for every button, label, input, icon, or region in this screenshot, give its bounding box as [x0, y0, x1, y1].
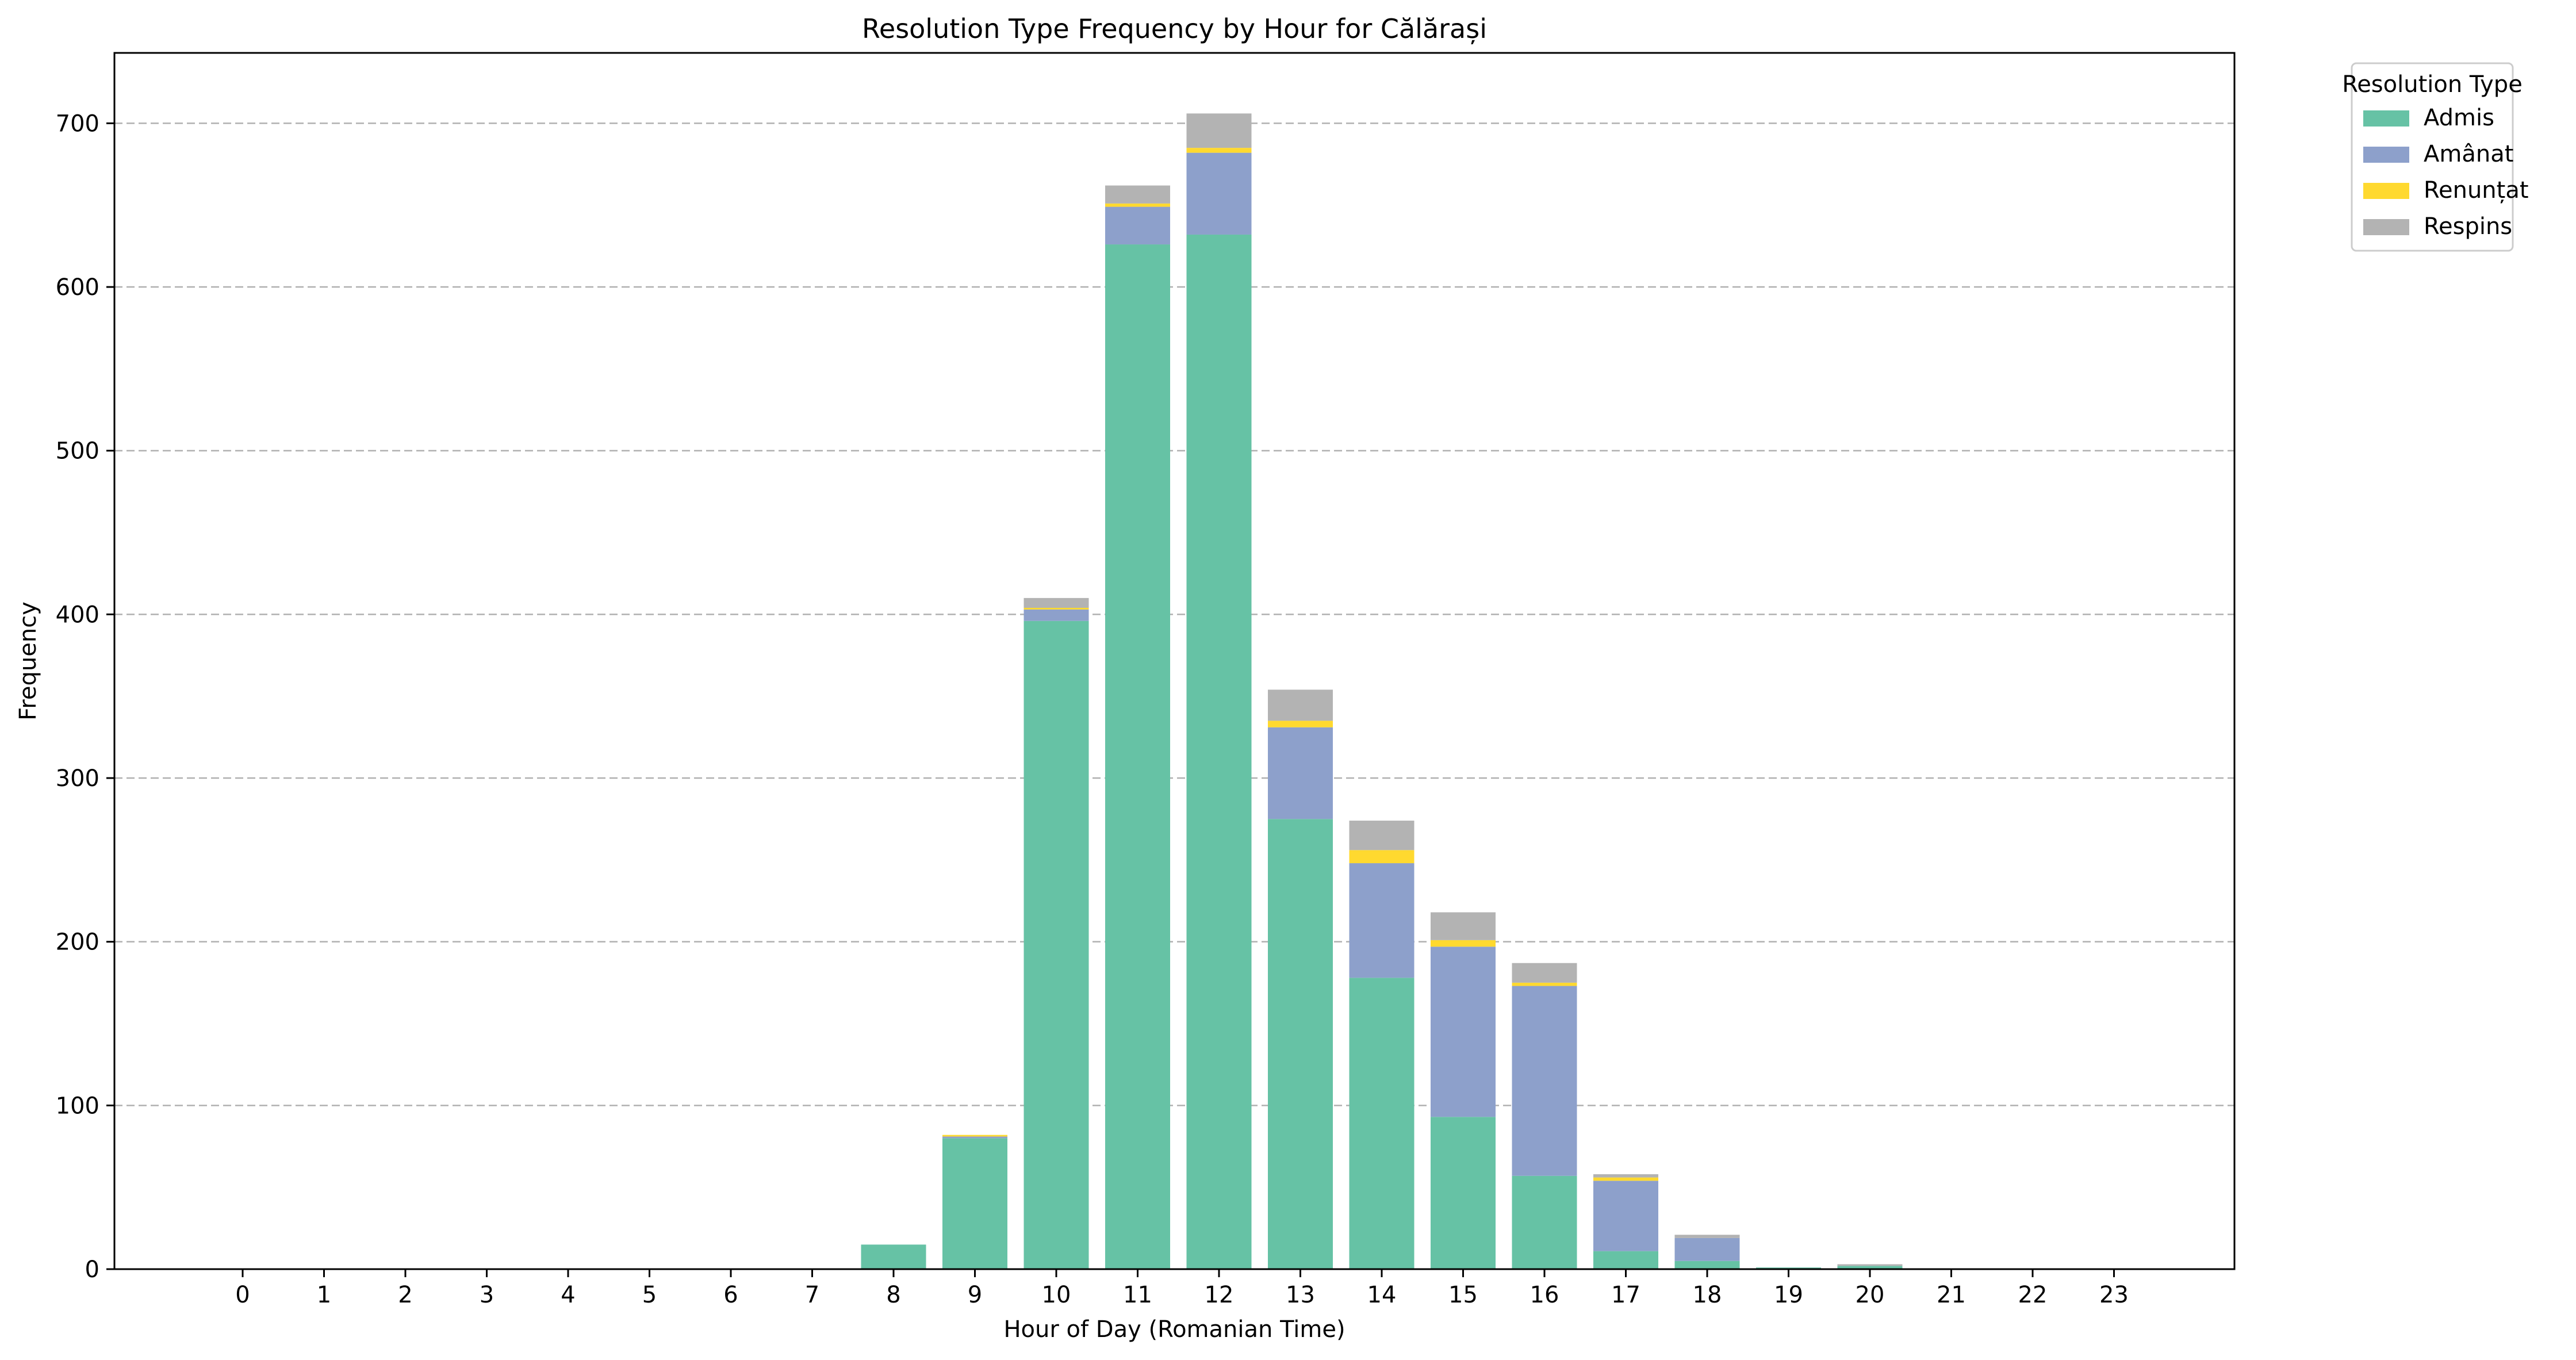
bar-segment-amânat [1023, 609, 1089, 621]
bar-segment-admis [1837, 1266, 1903, 1269]
bar-segment-respins [1512, 963, 1577, 983]
plot-frame [113, 52, 2236, 1270]
x-tick-label: 14 [1367, 1282, 1397, 1308]
bar-segment-amânat [1268, 727, 1333, 819]
bar-segment-renunțat [1268, 721, 1333, 727]
y-tick-label: 400 [56, 602, 99, 628]
x-tick-label: 15 [1448, 1282, 1478, 1308]
bar-segment-renunțat [1186, 148, 1252, 153]
x-axis-label: Hour of Day (Romanian Time) [1003, 1316, 1345, 1343]
bar-segment-admis [1105, 244, 1170, 1269]
x-tick-label: 9 [968, 1282, 982, 1308]
x-tick-label: 3 [480, 1282, 494, 1308]
bar-segment-renunțat [1593, 1177, 1658, 1181]
bar-segment-admis [1674, 1261, 1740, 1269]
bar-segment-admis [1512, 1175, 1577, 1269]
x-tick-label: 8 [886, 1282, 900, 1308]
legend-swatch-renunțat [2363, 183, 2409, 199]
bar-segment-renunțat [942, 1135, 1007, 1137]
y-tick-label: 600 [56, 274, 99, 301]
x-tick-label: 11 [1123, 1282, 1152, 1308]
bar-segment-amânat [942, 1136, 1007, 1139]
legend-box [2351, 62, 2514, 252]
bar-segment-amânat [1431, 947, 1496, 1117]
bar-segment-admis [1186, 234, 1252, 1270]
y-tick-label: 300 [56, 765, 99, 792]
y-tick-label: 700 [56, 110, 99, 137]
x-tick-label: 12 [1205, 1282, 1234, 1308]
bar-segment-respins [1674, 1235, 1740, 1238]
legend-title: Resolution Type [2342, 71, 2523, 98]
x-tick-label: 1 [317, 1282, 331, 1308]
x-tick-label: 6 [723, 1282, 738, 1308]
gridlines [114, 122, 2234, 1106]
x-tick-label: 17 [1611, 1282, 1640, 1308]
legend-label-respins: Respins [2424, 213, 2512, 240]
bar-segment-respins [1023, 597, 1089, 608]
bar-segment-admis [1593, 1251, 1658, 1269]
legend-label-amânat: Amânat [2424, 141, 2513, 167]
bar-segment-amânat [1512, 986, 1577, 1176]
x-tick-label: 19 [1774, 1282, 1803, 1308]
x-tick-label: 2 [398, 1282, 412, 1308]
bar-segment-respins [1105, 185, 1170, 204]
x-tick-label: 4 [561, 1282, 575, 1308]
legend-swatch-respins [2363, 219, 2409, 235]
legend-swatch-amânat [2363, 147, 2409, 163]
x-tick-label: 0 [235, 1282, 250, 1308]
bar-segment-amânat [1593, 1181, 1658, 1251]
x-tick-label: 7 [805, 1282, 819, 1308]
bar-segment-respins [1431, 912, 1496, 940]
bar-segment-renunțat [1105, 203, 1170, 207]
bar-segment-amânat [1105, 206, 1170, 245]
x-tick-label: 23 [2099, 1282, 2129, 1308]
legend-label-admis: Admis [2424, 105, 2494, 131]
x-tick-label: 13 [1286, 1282, 1315, 1308]
bars [861, 113, 1903, 1270]
bar-segment-admis [1268, 819, 1333, 1269]
x-tick-label: 18 [1693, 1282, 1722, 1308]
bar-segment-amânat [1186, 152, 1252, 235]
bar-segment-renunțat [1023, 607, 1089, 610]
bar-segment-admis [861, 1244, 926, 1269]
x-tick-label: 22 [2018, 1282, 2048, 1308]
bar-segment-renunțat [1431, 940, 1496, 947]
y-tick-label: 200 [56, 929, 99, 956]
x-tick-label: 20 [1856, 1282, 1885, 1308]
x-tick-label: 21 [1937, 1282, 1966, 1308]
x-tick-label: 16 [1530, 1282, 1559, 1308]
bar-segment-respins [1837, 1264, 1903, 1266]
bar-segment-admis [1349, 978, 1414, 1269]
bar-segment-admis [942, 1138, 1007, 1269]
y-tick-label: 100 [56, 1093, 99, 1119]
bar-segment-renunțat [1512, 982, 1577, 986]
bar-segment-respins [1268, 689, 1333, 721]
x-tick-label: 10 [1042, 1282, 1071, 1308]
y-axis-ticks: 0 100 200 300 400 500 600 700 [56, 110, 114, 1283]
y-tick-label: 500 [56, 438, 99, 465]
x-axis-ticks: 0 1 2 3 4 5 6 7 8 9 10 11 12 13 14 15 16 17 18 19 20 21 22 23 [235, 1269, 2129, 1308]
x-tick-label: 5 [642, 1282, 657, 1308]
bar-segment-respins [1186, 113, 1252, 148]
bar-segment-respins [1593, 1174, 1658, 1178]
chart-title: Resolution Type Frequency by Hour for Că… [862, 13, 1487, 44]
bar-segment-admis [1431, 1117, 1496, 1269]
legend-swatch-admis [2363, 110, 2409, 127]
legend: Resolution Type Admis Amânat Renunțat Respi… [2342, 62, 2529, 252]
y-tick-label: 0 [85, 1256, 99, 1283]
bar-segment-amânat [1674, 1238, 1740, 1261]
bar-segment-amânat [1349, 863, 1414, 978]
bar-segment-admis [1023, 620, 1089, 1269]
bar-segment-respins [1349, 821, 1414, 851]
y-axis-label: Frequency [15, 602, 41, 721]
legend-label-renunțat: Renunțat [2424, 177, 2529, 204]
bar-segment-renunțat [1349, 850, 1414, 864]
